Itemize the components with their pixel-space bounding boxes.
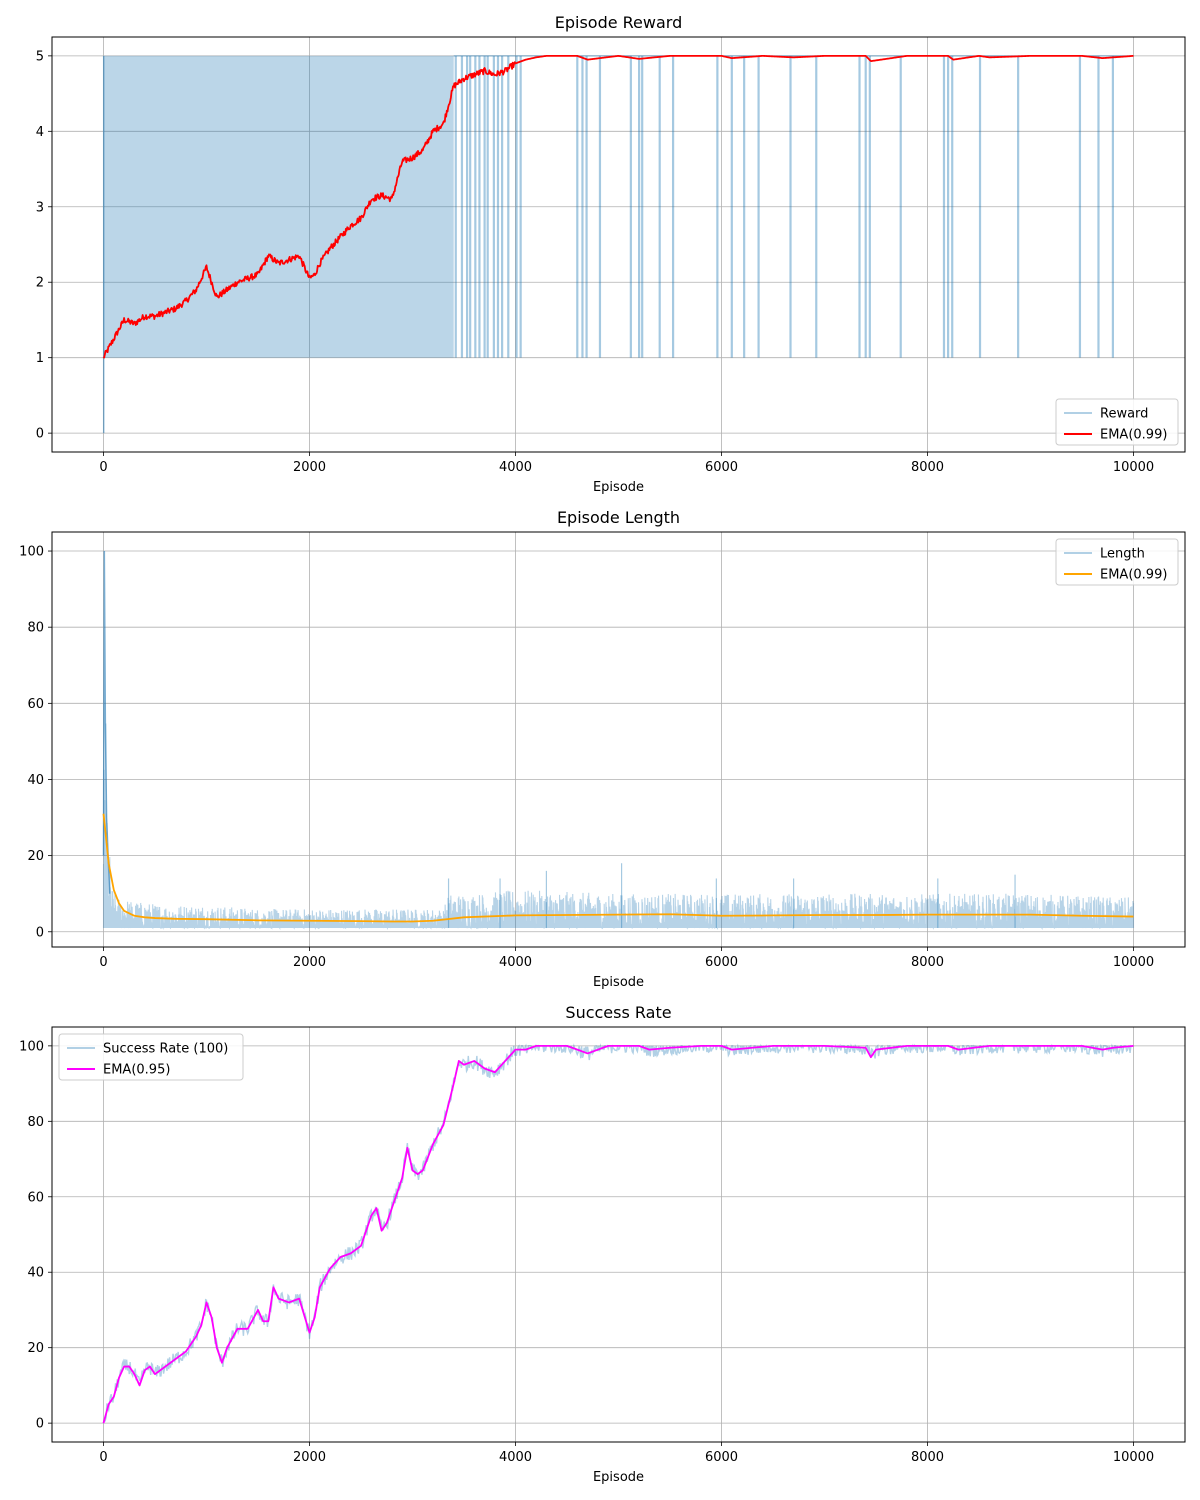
legend-label: EMA(0.99) (1100, 568, 1167, 583)
x-tick-label: 4000 (499, 955, 532, 970)
ema-line (102, 54, 1134, 359)
x-axis-label: Episode (593, 1470, 644, 1485)
y-tick-label: 20 (27, 1341, 44, 1356)
x-tick-label: 4000 (499, 1450, 532, 1465)
plot-area (102, 54, 1134, 434)
legend: Reward EMA(0.99) (1055, 398, 1179, 446)
reward-raw-band (103, 55, 454, 358)
y-tick-label: 40 (27, 1266, 44, 1281)
x-tick-label: 8000 (911, 460, 944, 475)
axes-frame (51, 1026, 1186, 1443)
y-tick-label: 4 (36, 125, 44, 140)
plot-area (102, 551, 1135, 931)
x-axis-label: Episode (593, 975, 644, 990)
x-axis-label: Episode (593, 480, 644, 495)
chart-title: Episode Reward (555, 13, 683, 32)
ema-line (102, 813, 1134, 923)
x-tick-label: 0 (99, 955, 107, 970)
x-tick-label: 0 (99, 460, 107, 475)
legend-label: Length (1100, 547, 1145, 562)
legend-box (58, 1033, 244, 1081)
legend: Success Rate (100) EMA(0.95) (58, 1033, 244, 1081)
axes-frame (51, 36, 1186, 453)
axes-frame (51, 531, 1186, 948)
chart-panel-2: Episode Length 0 2000 4000 6000 8000 10000 0 20 4… (19, 508, 1186, 990)
ema-line (102, 1044, 1134, 1424)
y-tick-label: 80 (27, 1115, 44, 1130)
y-tick-label: 100 (19, 545, 44, 560)
success-raw-line (102, 1043, 1134, 1424)
y-tick-label: 0 (36, 925, 44, 940)
x-tick-label: 10000 (1113, 1450, 1154, 1465)
legend: Length EMA(0.99) (1055, 538, 1179, 586)
length-raw-spike (102, 551, 111, 894)
x-tick-label: 6000 (705, 1450, 738, 1465)
x-tick-label: 10000 (1113, 955, 1154, 970)
chart-title: Episode Length (557, 508, 680, 527)
y-tick-label: 2 (36, 276, 44, 291)
y-tick-label: 0 (36, 1417, 44, 1432)
y-tick-label: 100 (19, 1039, 44, 1054)
x-tick-label: 0 (99, 1450, 107, 1465)
y-tick-label: 1 (36, 351, 44, 366)
y-tick-label: 80 (27, 621, 44, 636)
y-tick-label: 3 (36, 200, 44, 215)
x-tick-label: 2000 (293, 955, 326, 970)
x-tick-label: 10000 (1113, 460, 1154, 475)
x-tick-label: 6000 (705, 460, 738, 475)
x-tick-label: 2000 (293, 1450, 326, 1465)
y-tick-label: 0 (36, 427, 44, 442)
y-tick-label: 5 (36, 49, 44, 64)
y-tick-label: 60 (27, 1190, 44, 1205)
chart-title: Success Rate (565, 1003, 671, 1022)
legend-label: Success Rate (100) (103, 1042, 228, 1057)
x-tick-label: 2000 (293, 460, 326, 475)
x-tick-label: 8000 (911, 955, 944, 970)
chart-panel-3: Success Rate 0 2000 4000 6000 8000 10000 0 20 40 6… (19, 1003, 1186, 1485)
y-tick-label: 40 (27, 773, 44, 788)
legend-label: EMA(0.99) (1100, 428, 1167, 443)
legend-label: EMA(0.95) (103, 1063, 170, 1078)
x-tick-label: 8000 (911, 1450, 944, 1465)
chart-panel-1: Episode Reward 0 2000 4000 6000 8000 10000 0 1 2 3… (36, 13, 1186, 495)
y-tick-label: 20 (27, 849, 44, 864)
plot-area (102, 1043, 1134, 1424)
x-tick-label: 6000 (705, 955, 738, 970)
y-tick-label: 60 (27, 697, 44, 712)
x-tick-label: 4000 (499, 460, 532, 475)
legend-label: Reward (1100, 407, 1148, 422)
